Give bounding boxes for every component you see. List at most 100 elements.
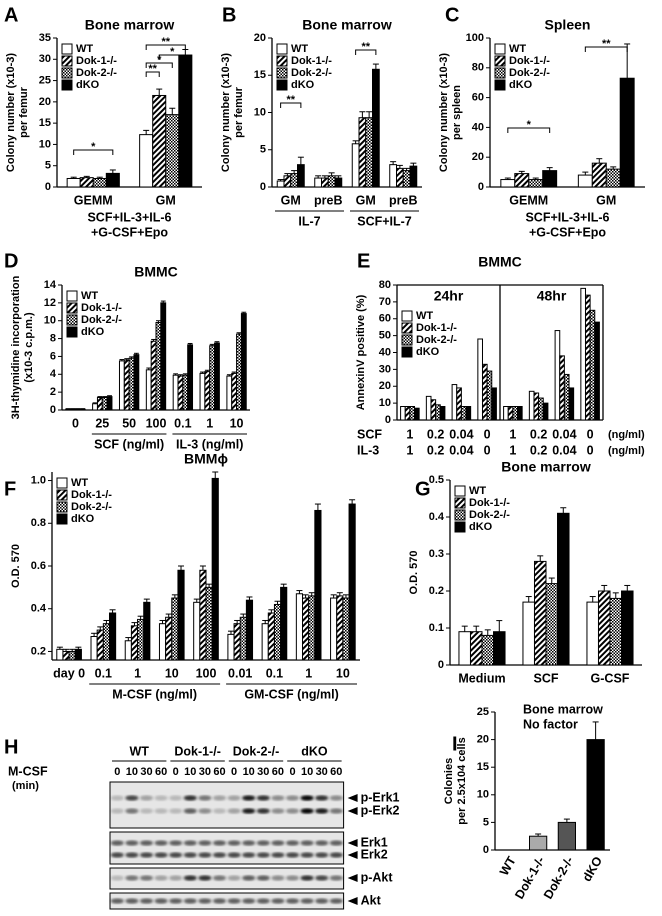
y-tick-label: 6 (50, 350, 56, 362)
y-tick-label: 30 (39, 53, 51, 65)
bar (140, 135, 153, 187)
bar (67, 178, 80, 187)
bar (349, 504, 355, 660)
bar (610, 598, 622, 665)
panel-letter: D (4, 250, 18, 272)
error-bar (624, 585, 630, 591)
row-value: 0.2 (427, 443, 444, 457)
time-label: 10 (184, 766, 196, 778)
y-tick-label: 35 (39, 32, 51, 44)
blot-band (213, 808, 226, 813)
blot-band (286, 808, 299, 813)
error-bar (178, 566, 184, 570)
y-tick-label: 15 (39, 117, 51, 129)
blot-band (301, 898, 314, 903)
blot-band (111, 808, 124, 813)
legend-swatch (402, 335, 412, 345)
blot-band (228, 808, 241, 813)
error-bar (593, 722, 599, 740)
bar (194, 602, 200, 660)
legend-swatch (277, 68, 287, 78)
bar (103, 624, 109, 660)
blot-band (286, 795, 299, 800)
blot-band (315, 808, 328, 813)
y-tick-label: 0 (50, 404, 56, 416)
blot-band (155, 808, 168, 813)
blot-band (213, 852, 226, 857)
bar (397, 168, 404, 187)
x-tick-label: 0 (72, 416, 79, 430)
error-bar (496, 621, 502, 632)
band-label: p-Akt (361, 870, 394, 884)
significance-label: * (91, 141, 96, 153)
significance-label: ** (602, 38, 611, 50)
blot-band (213, 898, 226, 903)
blot-band (111, 898, 124, 903)
y-axis-label: per spleen (451, 85, 463, 140)
bar (298, 165, 305, 187)
y-tick-label: 12 (44, 297, 56, 309)
y-axis-label: per 2.5x104 cells (456, 737, 468, 824)
blot-band (169, 852, 182, 857)
row-unit: (ng/ml) (608, 445, 645, 457)
band-label: p-Erk1 (361, 790, 400, 804)
blot-band (330, 875, 343, 880)
legend-swatch (402, 347, 412, 357)
y-tick-label: 14 (44, 279, 57, 291)
legend-swatch (57, 490, 67, 500)
legend-swatch (62, 68, 72, 78)
significance-label: * (170, 46, 175, 58)
blot-band (330, 795, 343, 800)
legend-label: Dok-2-/- (469, 509, 510, 521)
time-label: 0 (173, 766, 179, 778)
bar (69, 651, 75, 660)
time-label: 30 (316, 766, 328, 778)
x-tick-label: 25 (95, 416, 109, 430)
x-tick-label: GEMM (509, 193, 548, 207)
bar (564, 374, 569, 420)
bar (215, 343, 220, 410)
error-bar (143, 130, 149, 134)
blot-band (242, 898, 255, 903)
error-bar (596, 159, 602, 163)
blot-band (315, 875, 328, 880)
x-tick-label: 1 (206, 416, 213, 430)
blot-band (155, 875, 168, 880)
row-value: 0.04 (552, 427, 576, 441)
bar (592, 163, 606, 187)
blot-band (213, 840, 226, 845)
blot-band (315, 852, 328, 857)
blot-band (111, 840, 124, 845)
bar (366, 118, 373, 187)
band-label: Erk2 (361, 847, 388, 861)
error-bar (200, 566, 206, 570)
blot-band (286, 852, 299, 857)
legend-label: dKO (76, 79, 100, 91)
error-bar (462, 626, 468, 632)
bar (183, 375, 188, 410)
group-label: Dok-1-/- (174, 744, 221, 758)
blot-band (184, 795, 197, 800)
bar (581, 288, 586, 420)
blot-band (242, 795, 255, 800)
bar (501, 180, 515, 187)
time-label: 10 (243, 766, 255, 778)
legend-swatch (67, 327, 77, 337)
bar (153, 95, 166, 187)
row-label: IL-3 (357, 443, 379, 457)
chart-title: BMMC (478, 254, 522, 270)
blot-band (330, 840, 343, 845)
x-tick-label: Medium (458, 671, 505, 685)
bar (57, 649, 63, 660)
legend-swatch (402, 323, 412, 333)
y-tick-label: 20 (39, 96, 51, 108)
blot-band (169, 808, 182, 813)
legend-label: WT (291, 43, 308, 55)
band-arrow (348, 794, 358, 802)
group-label: dKO (301, 744, 328, 758)
bar (508, 407, 513, 421)
blot-band (140, 852, 153, 857)
error-bar (110, 170, 116, 173)
bar (513, 407, 518, 421)
bar (106, 173, 119, 187)
